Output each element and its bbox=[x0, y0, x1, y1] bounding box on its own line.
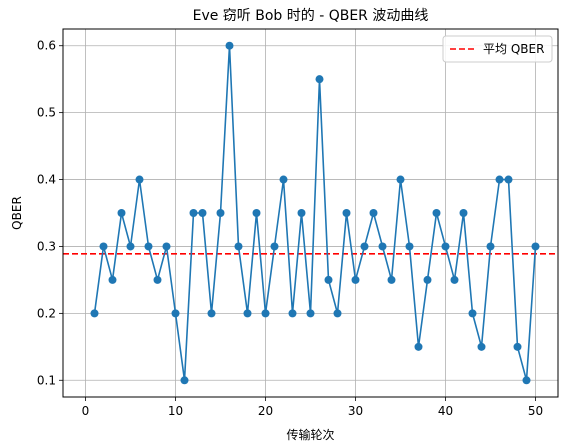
data-point bbox=[450, 275, 459, 284]
x-tick-label: 40 bbox=[438, 404, 453, 418]
data-point bbox=[387, 275, 396, 284]
data-point bbox=[333, 309, 342, 318]
x-tick-label: 50 bbox=[528, 404, 543, 418]
y-tick-label: 0.1 bbox=[37, 373, 56, 387]
data-point bbox=[261, 309, 270, 318]
data-point bbox=[126, 242, 135, 251]
data-point bbox=[180, 376, 189, 385]
data-points bbox=[90, 41, 540, 385]
data-point bbox=[495, 175, 504, 184]
data-point bbox=[216, 209, 225, 217]
legend-box bbox=[442, 35, 553, 63]
data-point bbox=[153, 275, 162, 284]
data-point bbox=[405, 242, 414, 251]
y-axis-ticks: 0.1 0.2 0.3 0.4 0.5 0.6 bbox=[37, 39, 63, 387]
data-point bbox=[225, 41, 234, 50]
y-tick-label: 0.2 bbox=[37, 306, 56, 320]
x-axis-ticks: 0 10 20 30 40 50 bbox=[82, 397, 543, 418]
plot-frame bbox=[62, 28, 559, 398]
data-point bbox=[531, 242, 540, 251]
data-point bbox=[414, 342, 423, 351]
data-point bbox=[423, 275, 432, 284]
data-point bbox=[351, 275, 360, 284]
data-point bbox=[477, 342, 486, 351]
data-point bbox=[522, 376, 531, 385]
data-point bbox=[306, 309, 315, 318]
data-point bbox=[288, 309, 297, 318]
data-point bbox=[270, 242, 279, 251]
data-point bbox=[99, 242, 108, 251]
legend: 平均 QBER bbox=[442, 35, 553, 63]
x-axis-label: 传输轮次 bbox=[286, 427, 334, 442]
data-point bbox=[144, 242, 153, 251]
data-point bbox=[360, 242, 369, 251]
qber-line bbox=[93, 44, 537, 382]
data-point bbox=[189, 209, 198, 217]
data-point bbox=[315, 75, 324, 84]
data-point bbox=[432, 209, 441, 217]
x-tick-label: 20 bbox=[258, 404, 273, 418]
data-point bbox=[378, 242, 387, 251]
data-point bbox=[459, 209, 468, 217]
data-point bbox=[342, 209, 351, 217]
data-point bbox=[369, 209, 378, 217]
data-point bbox=[108, 275, 117, 284]
data-point bbox=[252, 209, 261, 217]
data-point bbox=[207, 309, 216, 318]
data-point bbox=[198, 209, 207, 217]
data-point bbox=[486, 242, 495, 251]
data-point bbox=[234, 242, 243, 251]
data-point bbox=[117, 209, 126, 217]
data-point bbox=[162, 242, 171, 251]
data-point bbox=[243, 309, 252, 318]
y-tick-label: 0.3 bbox=[37, 239, 56, 253]
data-point bbox=[135, 175, 144, 184]
y-tick-label: 0.6 bbox=[37, 39, 56, 53]
y-tick-label: 0.4 bbox=[37, 173, 56, 187]
series-layer bbox=[93, 44, 537, 382]
data-point bbox=[513, 342, 522, 351]
x-tick-label: 10 bbox=[168, 404, 183, 418]
legend-entry-average: 平均 QBER bbox=[483, 42, 544, 56]
data-point bbox=[468, 309, 477, 318]
data-point bbox=[171, 309, 180, 318]
chart-title: Eve 窃听 Bob 时的 - QBER 波动曲线 bbox=[193, 8, 429, 24]
data-point bbox=[297, 209, 306, 217]
data-point bbox=[90, 309, 99, 318]
data-point bbox=[441, 242, 450, 251]
y-axis-label: QBER bbox=[10, 196, 24, 230]
x-tick-label: 0 bbox=[82, 404, 90, 418]
data-point bbox=[279, 175, 288, 184]
y-tick-label: 0.5 bbox=[37, 106, 56, 120]
data-point bbox=[396, 175, 405, 184]
grid-lines bbox=[63, 29, 558, 397]
data-point bbox=[504, 175, 513, 184]
data-point bbox=[324, 275, 333, 284]
x-tick-label: 30 bbox=[348, 404, 363, 418]
